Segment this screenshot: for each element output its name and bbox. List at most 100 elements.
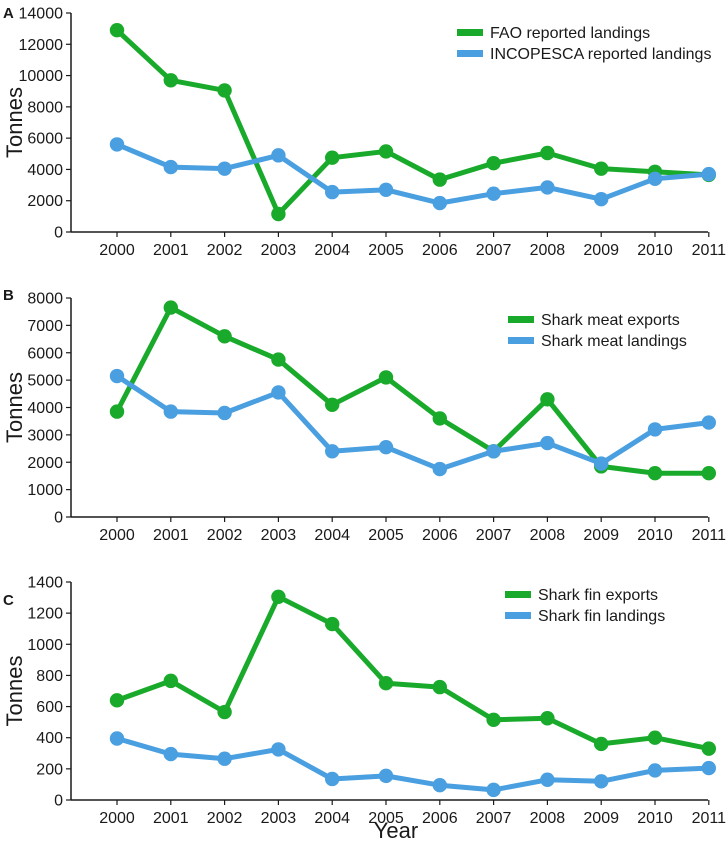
- x-tick-label: 2006: [422, 242, 458, 259]
- x-tick-label: 2007: [476, 527, 512, 544]
- series-line: [114, 736, 712, 793]
- data-point: [217, 704, 232, 720]
- data-point: [594, 774, 609, 789]
- panel-a: 0 2000 4000 6000 8000 10000 12000 14000 2000 2001…: [2, 5, 726, 259]
- x-tick-label: 2000: [99, 242, 135, 259]
- legend-label: Shark fin landings: [538, 608, 665, 625]
- legend-label: Shark fin exports: [538, 587, 658, 604]
- x-tick-label: 2003: [261, 242, 297, 259]
- data-point: [217, 329, 232, 344]
- series-line: [114, 373, 712, 472]
- data-point: [647, 730, 663, 745]
- series-line: [114, 594, 712, 752]
- y-tick-label: 200: [36, 761, 63, 778]
- legend-swatch: [505, 591, 531, 598]
- x-tick-label: 2007: [476, 810, 512, 827]
- x-tick-label: 2001: [153, 242, 189, 259]
- data-point: [540, 145, 555, 161]
- y-tick-label: 12000: [19, 37, 64, 54]
- x-tick-label: 2011: [692, 527, 726, 544]
- data-point: [647, 422, 663, 437]
- x-tick-label: 2009: [583, 242, 619, 259]
- x-tick-label: 2002: [207, 242, 243, 259]
- legend-label: Shark meat exports: [541, 312, 680, 329]
- data-point: [325, 444, 340, 459]
- y-tick-label: 8000: [27, 291, 63, 308]
- data-point: [378, 144, 394, 159]
- panel-b: 0 1000 2000 3000 4000 5000 6000 7000 8000 2000 200…: [2, 287, 726, 544]
- data-point: [432, 778, 447, 793]
- x-tick-label: 2005: [368, 242, 404, 259]
- data-point: [109, 368, 125, 384]
- data-point: [378, 676, 394, 691]
- data-point: [271, 589, 286, 604]
- data-point: [701, 166, 716, 182]
- y-tick-label: 0: [54, 510, 63, 527]
- x-tick-label: 2011: [692, 242, 726, 259]
- data-point: [594, 161, 609, 176]
- y-tick-label: 6000: [27, 131, 63, 148]
- y-tick-label: 1000: [27, 637, 63, 654]
- y-tick-label: 800: [36, 668, 63, 685]
- x-tick-label: 2000: [99, 527, 135, 544]
- data-point: [163, 73, 178, 88]
- x-tick-label: 2003: [261, 810, 297, 827]
- data-point: [217, 405, 232, 421]
- x-tick-label: 2010: [637, 242, 673, 259]
- data-point: [701, 760, 716, 776]
- x-tick-label: 2008: [530, 527, 566, 544]
- x-tick-label: 2002: [207, 527, 243, 544]
- y-tick-label: 0: [54, 793, 63, 810]
- data-point: [432, 411, 447, 426]
- x-tick-label: 2009: [583, 810, 619, 827]
- data-point: [647, 171, 663, 187]
- x-tick-label: 2005: [368, 527, 404, 544]
- x-tick-label: 2006: [422, 810, 458, 827]
- y-tick-label: 2000: [27, 193, 63, 210]
- x-tick-label: 2001: [153, 527, 189, 544]
- y-axis-label: Tonnes: [2, 656, 27, 727]
- data-point: [163, 673, 178, 689]
- data-point: [540, 711, 555, 726]
- data-point: [647, 466, 663, 481]
- y-tick-label: 1200: [27, 606, 63, 623]
- data-point: [217, 161, 232, 176]
- series-line: [114, 27, 712, 217]
- y-tick-label: 5000: [27, 373, 63, 390]
- x-tick-label: 2011: [692, 810, 726, 827]
- data-point: [271, 148, 286, 163]
- panel-letter: B: [3, 287, 14, 304]
- y-axis-label: Tonnes: [2, 372, 27, 443]
- data-point: [217, 751, 232, 766]
- legend-swatch: [457, 50, 483, 57]
- x-tick-label: 2004: [314, 527, 350, 544]
- x-tick-label: 2010: [637, 810, 673, 827]
- x-tick-label: 2001: [153, 810, 189, 827]
- x-tick-label: 2004: [314, 242, 350, 259]
- data-point: [594, 191, 609, 207]
- data-point: [109, 137, 125, 152]
- y-tick-label: 400: [36, 730, 63, 747]
- series-line: [114, 305, 712, 476]
- data-point: [271, 742, 286, 757]
- data-point: [163, 300, 178, 315]
- data-point: [432, 679, 447, 695]
- x-tick-label: 2004: [314, 810, 350, 827]
- y-axis-label: Tonnes: [2, 87, 27, 158]
- data-point: [378, 182, 394, 197]
- x-tick-label: 2005: [368, 810, 404, 827]
- data-point: [701, 466, 716, 481]
- x-tick-label: 2007: [476, 242, 512, 259]
- data-point: [486, 444, 501, 459]
- x-tick-label: 2009: [583, 527, 619, 544]
- y-tick-label: 1000: [27, 482, 63, 499]
- data-point: [109, 404, 125, 419]
- data-point: [325, 150, 340, 165]
- legend-label: FAO reported landings: [490, 25, 650, 42]
- data-point: [325, 397, 340, 412]
- data-point: [594, 736, 609, 752]
- data-point: [271, 352, 286, 367]
- data-point: [486, 186, 501, 201]
- data-point: [701, 741, 716, 756]
